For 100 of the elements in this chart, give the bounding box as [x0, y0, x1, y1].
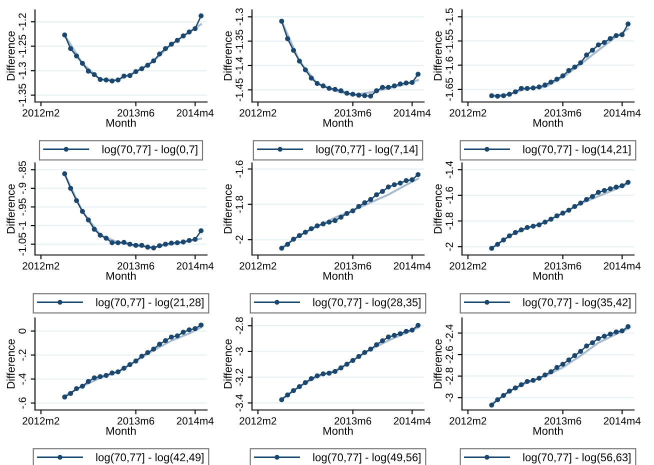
- point: [157, 52, 162, 57]
- line-series: [64, 23, 202, 81]
- point: [512, 230, 518, 236]
- legend-label: log(70,77] - log(7,14]: [316, 145, 418, 156]
- point: [489, 402, 494, 408]
- point: [139, 354, 144, 359]
- point: [62, 171, 68, 176]
- point: [296, 233, 302, 238]
- point: [566, 208, 572, 213]
- y-axis-title: Difference: [434, 339, 442, 388]
- point: [410, 177, 415, 182]
- point: [80, 60, 85, 66]
- y-tick-label: -1.3: [236, 8, 243, 26]
- point: [344, 90, 350, 96]
- y-tick-label: -.6: [18, 397, 26, 409]
- point: [121, 240, 126, 245]
- point: [548, 80, 554, 85]
- point: [596, 190, 601, 195]
- point: [162, 338, 168, 344]
- point: [548, 216, 554, 222]
- point: [524, 225, 530, 230]
- point: [602, 40, 607, 45]
- y-tick-label: -2.8: [446, 368, 453, 385]
- x-axis-title: Month: [533, 272, 563, 280]
- point: [495, 94, 500, 99]
- point: [344, 362, 350, 367]
- y-tick-label: -1.3: [18, 62, 26, 80]
- x-tick-label: 2012m2: [22, 417, 60, 425]
- point: [374, 88, 380, 94]
- y-tick-label: -3.4: [236, 394, 243, 412]
- point: [338, 365, 344, 370]
- point: [86, 217, 91, 222]
- point: [133, 69, 138, 74]
- x-tick-label: 2013m6: [334, 109, 372, 117]
- point: [398, 331, 403, 336]
- point: [530, 85, 536, 90]
- y-axis-title: Difference: [434, 184, 442, 234]
- point: [374, 192, 380, 198]
- y-tick-label: -1.6: [236, 160, 243, 178]
- point: [566, 68, 572, 74]
- point: [362, 200, 368, 206]
- point: [578, 60, 584, 66]
- point: [362, 350, 368, 355]
- point: [542, 220, 548, 225]
- point: [386, 84, 391, 90]
- x-tick-label: 2013m6: [118, 109, 154, 117]
- point: [489, 246, 494, 251]
- y-tick-label: -3: [446, 393, 453, 402]
- point: [626, 180, 631, 185]
- point: [512, 385, 518, 390]
- legend-label: log(70,77] - log(56,63]: [523, 453, 630, 464]
- x-tick-label: 2013m6: [544, 417, 582, 425]
- point: [168, 42, 174, 47]
- point: [374, 342, 380, 348]
- x-tick-label: 2013m6: [544, 262, 582, 270]
- point: [584, 52, 590, 58]
- legend-label: log(70,77] - log(28,35]: [313, 298, 420, 308]
- point: [530, 224, 536, 229]
- point: [62, 394, 68, 400]
- point: [416, 322, 421, 328]
- point: [157, 243, 162, 248]
- y-tick-label: -1: [18, 221, 26, 230]
- y-tick-label: -1.65: [446, 78, 453, 101]
- point: [524, 86, 530, 91]
- point: [151, 346, 156, 352]
- point: [602, 334, 607, 339]
- point: [495, 397, 500, 402]
- point: [590, 194, 595, 199]
- point: [139, 242, 144, 248]
- point: [608, 186, 613, 192]
- point: [116, 369, 121, 374]
- point: [554, 364, 560, 370]
- point: [326, 370, 332, 376]
- point: [285, 36, 290, 42]
- point: [104, 77, 109, 82]
- y-tick-label: -3: [236, 347, 243, 356]
- point: [279, 246, 284, 251]
- point: [512, 89, 518, 94]
- point: [145, 244, 150, 250]
- point: [386, 184, 391, 190]
- point: [116, 77, 121, 82]
- point: [279, 397, 284, 402]
- y-tick-label: -.2: [18, 350, 26, 361]
- point: [356, 204, 362, 209]
- point: [542, 82, 548, 88]
- x-tick-label: 2013m6: [118, 262, 154, 270]
- point: [536, 376, 542, 381]
- y-tick-label: -.95: [18, 198, 26, 216]
- x-tick-label: 2014m4: [176, 262, 214, 270]
- y-tick-label: -1.05: [18, 232, 26, 256]
- point: [501, 392, 506, 398]
- point: [302, 380, 308, 386]
- point: [626, 22, 631, 27]
- point: [416, 172, 421, 178]
- point: [548, 369, 554, 374]
- point: [620, 183, 625, 188]
- point: [536, 84, 542, 90]
- y-tick-label: -1.6: [446, 56, 453, 74]
- point: [518, 382, 524, 388]
- point: [536, 222, 542, 228]
